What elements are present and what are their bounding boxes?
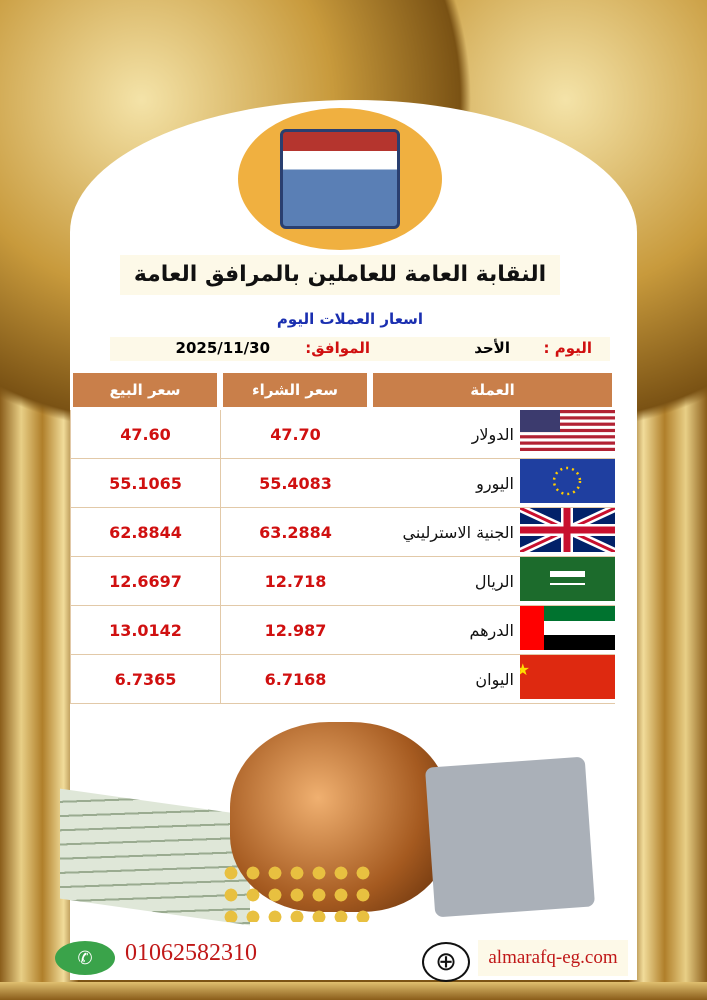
eu-flag-icon: [520, 459, 615, 507]
logo-emblem: [280, 129, 400, 229]
table-row: الدولار 47.70 47.60: [70, 410, 615, 459]
sell-price: 62.8844: [70, 508, 220, 557]
sell-price: 13.0142: [70, 606, 220, 655]
sell-price: 55.1065: [70, 459, 220, 508]
sell-price: 12.6697: [70, 557, 220, 606]
calculator: [424, 756, 596, 918]
whatsapp-icon: ✆: [55, 941, 115, 975]
money-illustration: [60, 712, 600, 932]
bottom-border: [0, 982, 707, 1000]
buy-price: 12.718: [220, 557, 370, 606]
col-sell: سعر البيع: [70, 370, 220, 410]
date-value: 2025/11/30: [175, 339, 270, 357]
day-label: اليوم :: [543, 339, 592, 357]
buy-price: 55.4083: [220, 459, 370, 508]
currency-name: اليورو: [476, 473, 514, 493]
col-buy: سعر الشراء: [220, 370, 370, 410]
col-currency: العملة: [370, 370, 615, 410]
buy-price: 63.2884: [220, 508, 370, 557]
table-row: ★ اليوان 6.7168 6.7365: [70, 655, 615, 704]
buy-price: 6.7168: [220, 655, 370, 704]
china-flag-icon: ★: [516, 655, 615, 703]
buy-price: 12.987: [220, 606, 370, 655]
saudi-flag-icon: [520, 557, 615, 605]
table-row: اليورو 55.4083 55.1065: [70, 459, 615, 508]
currency-name: الدرهم: [469, 620, 514, 640]
date-row: اليوم : الأحد الموافق: 2025/11/30: [110, 337, 610, 361]
table-row: الريال 12.718 12.6697: [70, 557, 615, 606]
currency-name: اليوان: [475, 669, 514, 689]
gold-coins: [220, 862, 370, 922]
buy-price: 47.70: [220, 410, 370, 459]
sell-price: 6.7365: [70, 655, 220, 704]
page-title: النقابة العامة للعاملين بالمرافق العامة: [120, 255, 560, 295]
union-logo: [238, 108, 442, 250]
svg-text:★: ★: [520, 660, 530, 679]
sell-price: 47.60: [70, 410, 220, 459]
usa-flag-icon: [520, 410, 615, 458]
uk-flag-icon: [518, 504, 617, 556]
table-row: الجنية الاسترليني 63.2884 62.8844: [70, 504, 617, 557]
uae-flag-icon: [520, 606, 615, 654]
website-link[interactable]: almarafq-eg.com: [478, 940, 628, 976]
currency-name: الجنية الاسترليني: [402, 522, 514, 542]
currency-name: الدولار: [471, 424, 514, 444]
phone-number: 01062582310: [125, 940, 257, 966]
day-value: الأحد: [474, 339, 510, 357]
currency-name: الريال: [474, 571, 514, 591]
globe-icon: ⊕: [422, 942, 470, 982]
currency-table: العملة سعر الشراء سعر البيع الدولار 47.7…: [70, 370, 617, 704]
date-label: الموافق:: [305, 339, 370, 357]
table-row: الدرهم 12.987 13.0142: [70, 606, 615, 655]
subtitle: اسعار العملات اليوم: [276, 310, 424, 328]
